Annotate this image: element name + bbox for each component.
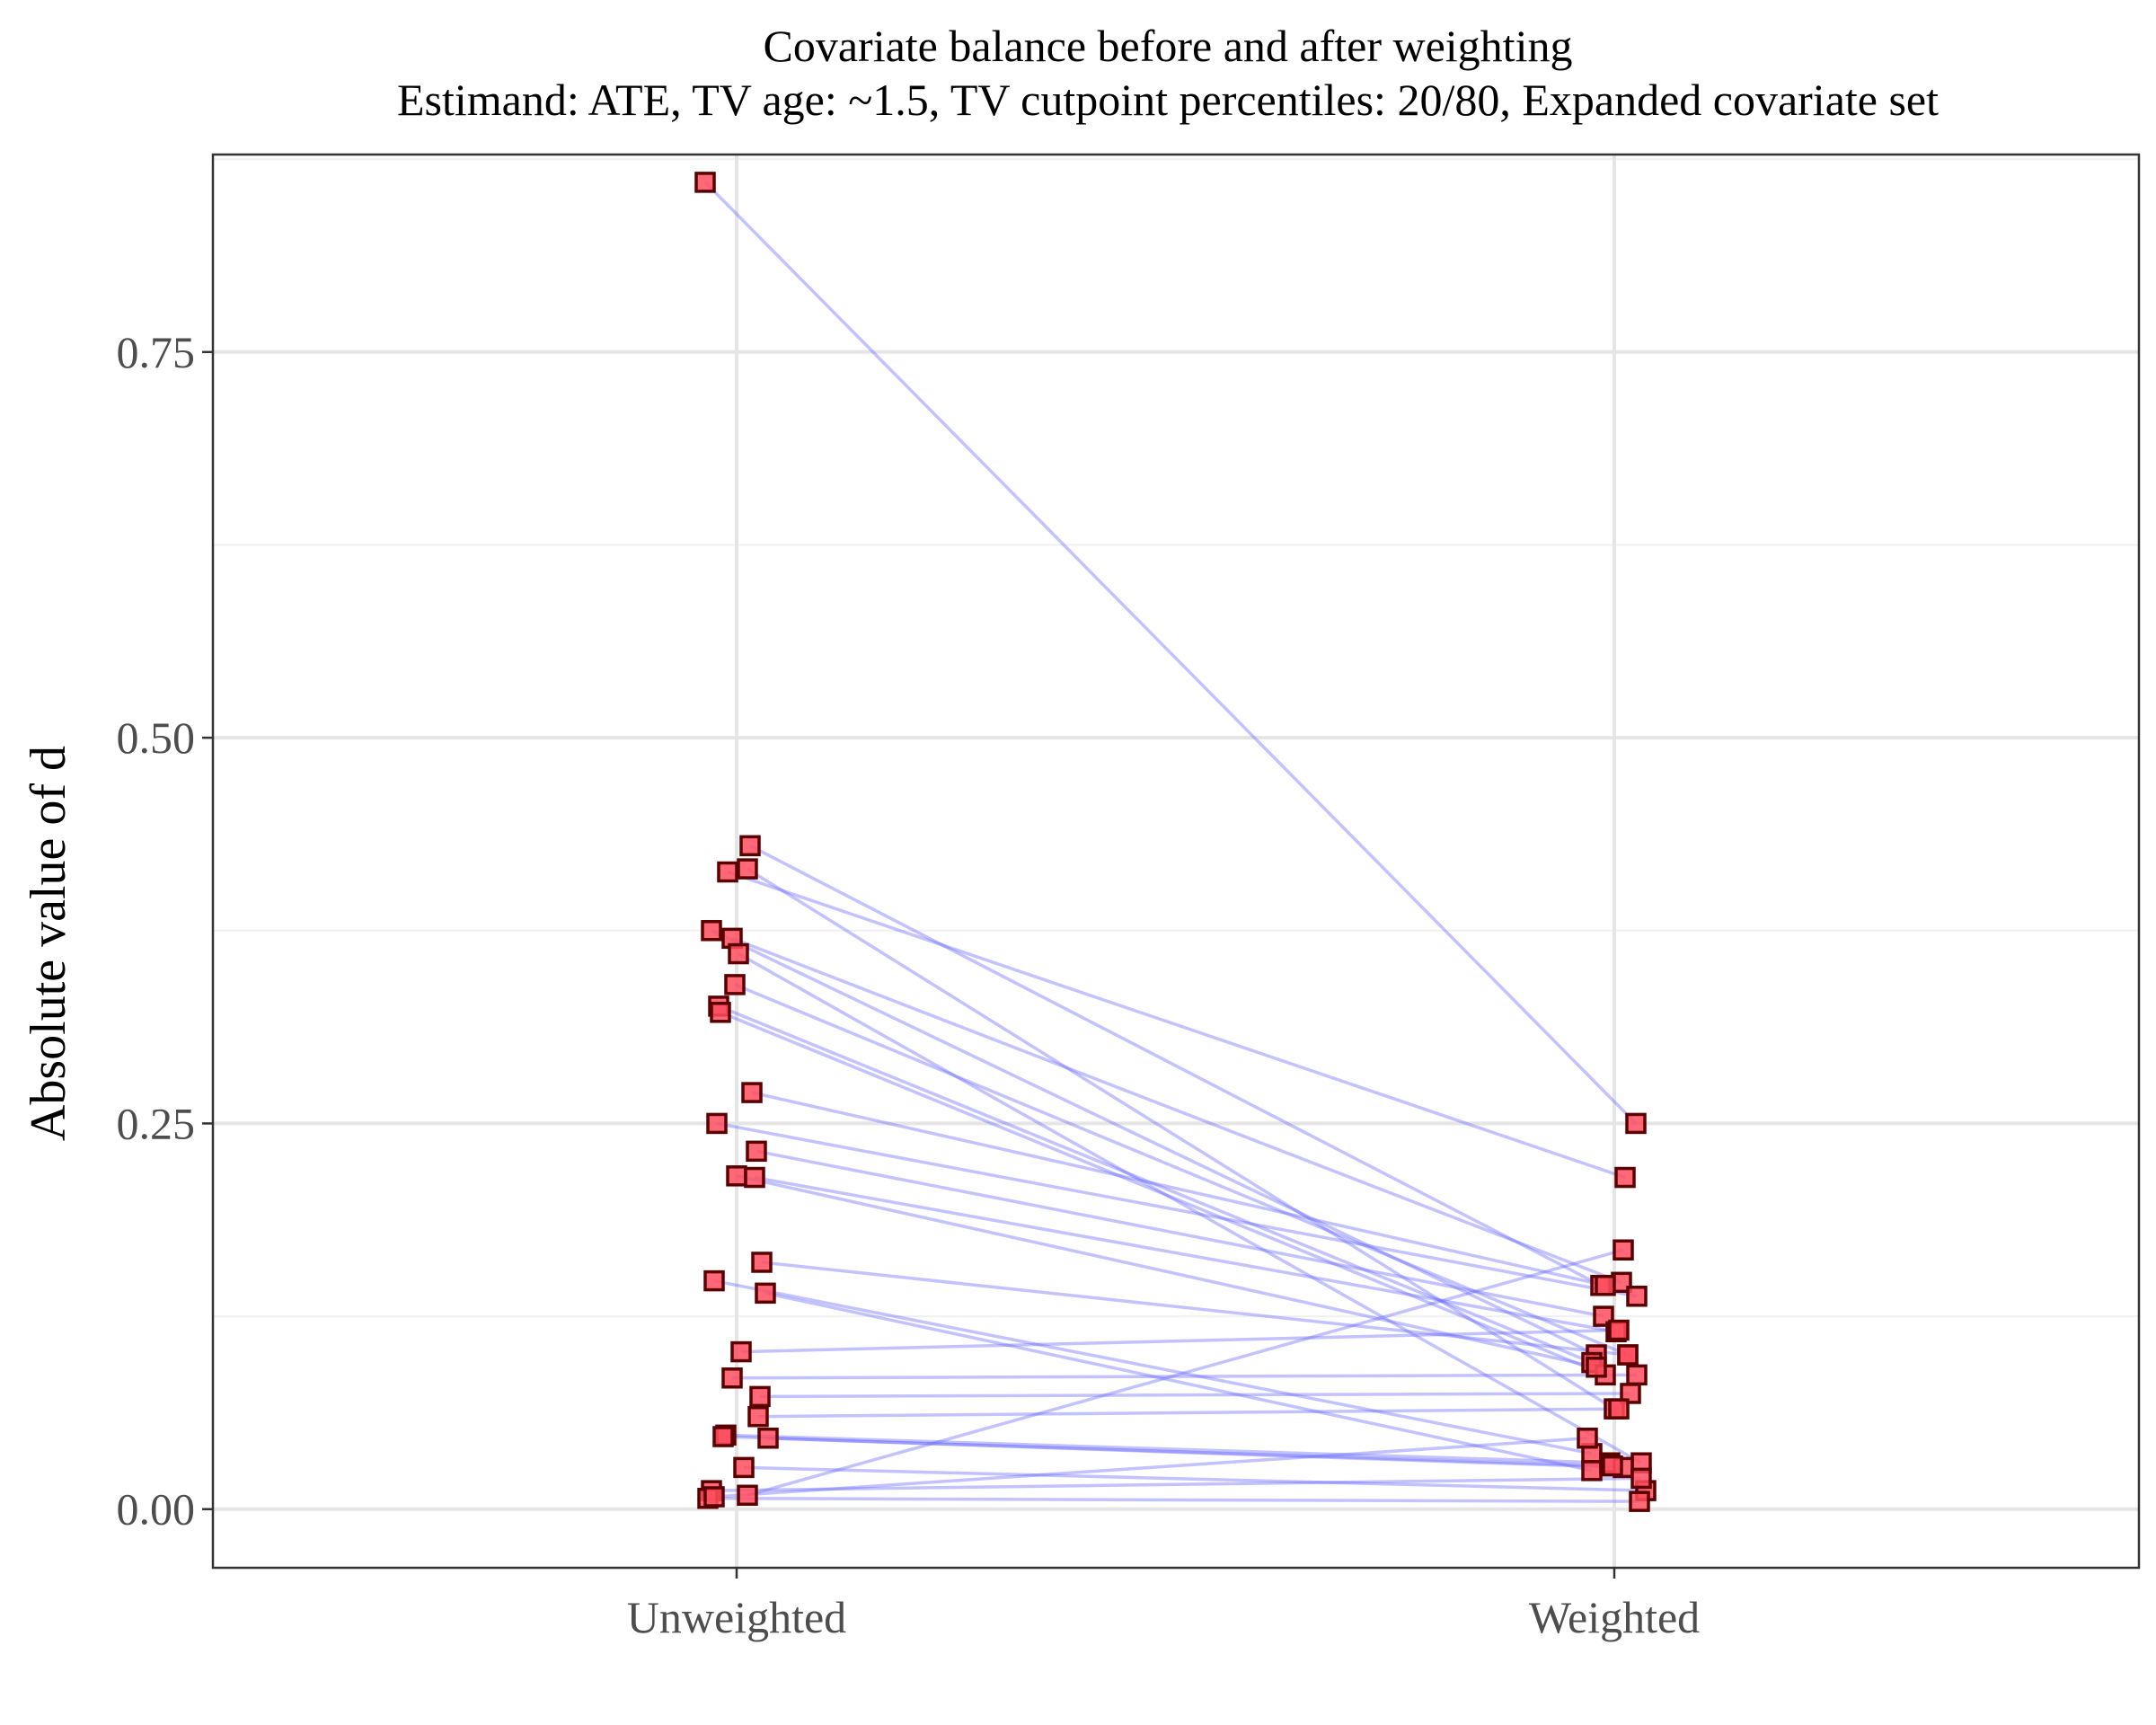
balance-line bbox=[711, 1476, 1642, 1492]
balance-line bbox=[718, 1004, 1593, 1365]
unweighted-point bbox=[706, 1112, 728, 1135]
balance-line bbox=[743, 1465, 1647, 1492]
weighted-point bbox=[1626, 1364, 1648, 1386]
unweighted-point bbox=[703, 1269, 725, 1292]
balance-line bbox=[740, 1328, 1620, 1354]
balance-line bbox=[767, 1437, 1613, 1468]
balance-line bbox=[707, 1496, 1640, 1503]
weighted-point bbox=[1577, 1428, 1598, 1449]
y-tick-label: 0.75 bbox=[117, 327, 196, 377]
plot-area: 0.00 0.25 0.50 0.75 Unweighted Weighted bbox=[117, 153, 2141, 1642]
unweighted-point bbox=[728, 942, 749, 965]
chart-title: Covariate balance before and after weigh… bbox=[764, 21, 1573, 71]
weighted-point bbox=[1581, 1460, 1603, 1482]
balance-line bbox=[727, 870, 1626, 1180]
balance-line bbox=[731, 1373, 1638, 1380]
balance-line bbox=[759, 1392, 1631, 1399]
weighted-point bbox=[1595, 1274, 1616, 1296]
balance-line bbox=[749, 844, 1602, 1287]
unweighted-point bbox=[749, 1385, 771, 1408]
balance-line bbox=[738, 952, 1642, 1464]
weighted-point bbox=[1614, 1166, 1636, 1189]
chart-subtitle: Estimand: ATE, TV age: ~1.5, TV cutpoint… bbox=[397, 75, 1939, 125]
unweighted-point bbox=[737, 858, 758, 880]
weighted-point bbox=[1608, 1398, 1630, 1420]
balance-line bbox=[754, 1175, 1617, 1333]
weighted-point bbox=[1625, 1112, 1647, 1135]
y-tick-label: 0.00 bbox=[117, 1484, 196, 1535]
balance-line bbox=[720, 1011, 1606, 1376]
unweighted-point bbox=[744, 1166, 765, 1189]
weighted-point bbox=[1608, 1319, 1630, 1341]
balance-line bbox=[713, 1278, 1593, 1455]
balance-line bbox=[747, 867, 1615, 1411]
unweighted-point bbox=[757, 1428, 779, 1449]
unweighted-point bbox=[726, 1165, 747, 1187]
balance-line bbox=[703, 181, 1638, 1125]
unweighted-point bbox=[712, 1426, 734, 1447]
weighted-point bbox=[1630, 1467, 1652, 1490]
balance-line bbox=[764, 1291, 1593, 1473]
panel-border bbox=[211, 153, 2141, 1570]
unweighted-point bbox=[710, 1002, 731, 1023]
weighted-point bbox=[1602, 1455, 1623, 1477]
weighted-point bbox=[1620, 1383, 1641, 1404]
balance-line bbox=[711, 929, 1597, 1357]
weighted-point bbox=[1593, 1305, 1614, 1327]
x-tick-label: Weighted bbox=[1529, 1592, 1700, 1642]
balance-line bbox=[722, 1435, 1624, 1470]
unweighted-point bbox=[746, 1140, 767, 1163]
balance-line bbox=[761, 1261, 1629, 1357]
unweighted-point bbox=[730, 1340, 752, 1363]
unweighted-point bbox=[739, 835, 761, 857]
unweighted-point bbox=[741, 1082, 763, 1103]
unweighted-point bbox=[724, 974, 746, 995]
y-tick-label: 0.25 bbox=[117, 1098, 196, 1148]
weighted-point bbox=[1626, 1286, 1648, 1307]
unweighted-point bbox=[701, 920, 722, 942]
y-tick-label: 0.50 bbox=[117, 712, 196, 763]
unweighted-point bbox=[751, 1252, 773, 1273]
balance-line bbox=[747, 1248, 1624, 1497]
unweighted-point bbox=[717, 861, 738, 883]
balance-line bbox=[725, 1433, 1611, 1464]
balance-line bbox=[755, 1149, 1604, 1318]
balance-line bbox=[757, 1407, 1620, 1419]
balance-line bbox=[716, 1121, 1638, 1298]
weighted-point bbox=[1613, 1239, 1634, 1261]
unweighted-point bbox=[747, 1405, 769, 1428]
balance-line bbox=[713, 1437, 1588, 1499]
unweighted-point bbox=[733, 1456, 755, 1479]
balance-line bbox=[734, 983, 1629, 1357]
weighted-point bbox=[1586, 1357, 1607, 1378]
balance-line bbox=[731, 936, 1622, 1284]
x-tick-label: Unweighted bbox=[627, 1592, 846, 1642]
unweighted-point bbox=[694, 172, 716, 193]
balance-line bbox=[736, 1174, 1597, 1369]
balance-line bbox=[751, 1091, 1606, 1287]
unweighted-point bbox=[737, 1484, 758, 1507]
weighted-point bbox=[1629, 1491, 1650, 1512]
weighted-point bbox=[1617, 1344, 1639, 1366]
unweighted-point bbox=[721, 1367, 743, 1389]
unweighted-point bbox=[755, 1282, 776, 1305]
y-axis-title: Absolute value of d bbox=[21, 746, 76, 1141]
unweighted-point bbox=[703, 1486, 725, 1508]
